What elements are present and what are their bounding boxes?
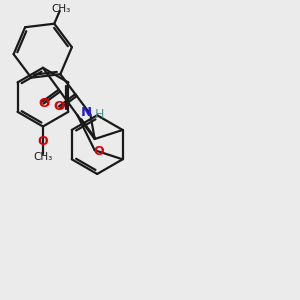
Text: N: N — [80, 106, 92, 119]
Text: O: O — [93, 145, 104, 158]
Text: O: O — [38, 97, 49, 110]
Text: O: O — [38, 135, 48, 148]
Text: CH₃: CH₃ — [33, 152, 52, 162]
Text: H: H — [95, 108, 104, 121]
Text: O: O — [53, 100, 64, 113]
Text: CH₃: CH₃ — [51, 4, 70, 14]
